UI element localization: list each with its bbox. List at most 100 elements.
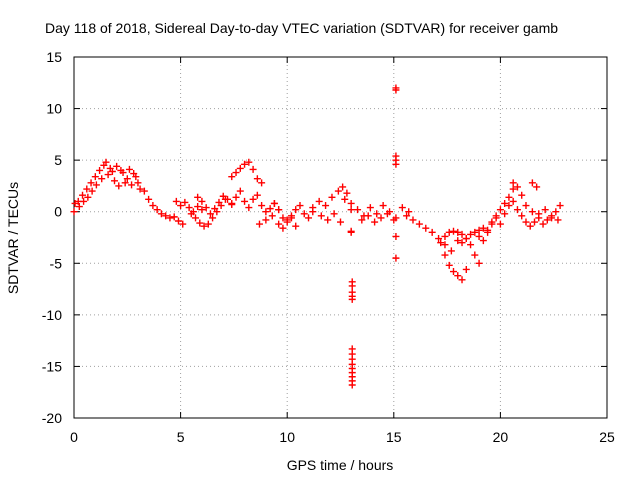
data-point xyxy=(275,206,283,214)
data-point xyxy=(130,170,138,178)
data-point xyxy=(347,206,355,214)
data-point xyxy=(496,220,504,228)
data-point xyxy=(228,173,236,181)
x-tick-label: 15 xyxy=(386,429,402,445)
data-point xyxy=(198,206,206,214)
data-point xyxy=(115,182,123,190)
y-tick-label: 5 xyxy=(54,152,62,168)
data-point xyxy=(113,162,121,170)
data-point xyxy=(392,86,400,94)
y-tick-label: 10 xyxy=(46,101,62,117)
data-point xyxy=(343,189,351,197)
data-point xyxy=(518,191,526,199)
data-point xyxy=(219,192,227,200)
data-point xyxy=(354,206,362,214)
data-point xyxy=(535,210,543,218)
data-point xyxy=(531,218,539,226)
data-point xyxy=(392,254,400,262)
data-point xyxy=(211,205,219,213)
data-point xyxy=(136,185,144,193)
data-point xyxy=(479,237,487,245)
data-point xyxy=(253,191,261,199)
data-point xyxy=(200,222,208,230)
data-point xyxy=(198,197,206,205)
data-point xyxy=(140,187,148,195)
data-point xyxy=(509,197,517,205)
data-point xyxy=(262,208,270,216)
data-point xyxy=(262,216,270,224)
data-point xyxy=(552,208,560,216)
data-point xyxy=(228,199,236,207)
data-point xyxy=(317,212,325,220)
data-point xyxy=(447,247,455,255)
plot-frame xyxy=(73,56,608,419)
data-point xyxy=(543,216,551,224)
data-point xyxy=(224,195,232,203)
data-point xyxy=(121,179,129,187)
data-point xyxy=(522,202,530,210)
data-point xyxy=(347,199,355,207)
x-tick-label: 10 xyxy=(279,429,295,445)
data-point xyxy=(88,187,96,195)
data-point xyxy=(123,175,131,183)
data-point xyxy=(287,214,295,222)
data-point xyxy=(435,235,443,243)
data-point xyxy=(449,268,457,276)
data-point xyxy=(526,222,534,230)
y-tick-label: -10 xyxy=(42,307,62,323)
x-tick-label: 20 xyxy=(493,429,509,445)
data-point xyxy=(449,227,457,235)
data-point xyxy=(454,228,462,236)
data-point xyxy=(245,158,253,166)
data-point xyxy=(279,224,287,232)
data-point xyxy=(296,202,304,210)
data-point xyxy=(111,177,119,185)
data-point xyxy=(245,204,253,212)
data-point xyxy=(371,218,379,226)
data-point xyxy=(266,205,274,213)
data-point xyxy=(194,203,202,211)
data-point xyxy=(258,202,266,210)
data-point xyxy=(415,220,423,228)
data-point xyxy=(467,230,475,238)
data-point xyxy=(458,276,466,284)
data-point xyxy=(492,214,500,222)
data-point xyxy=(322,202,330,210)
data-point xyxy=(108,167,116,175)
data-point xyxy=(102,158,110,166)
data-point xyxy=(330,210,338,218)
data-point xyxy=(309,204,317,212)
data-point xyxy=(70,208,78,216)
data-point xyxy=(383,210,391,218)
data-point xyxy=(348,381,356,389)
data-point xyxy=(92,181,100,189)
data-point xyxy=(236,164,244,172)
data-point xyxy=(292,206,300,214)
chart-title: Day 118 of 2018, Sidereal Day-to-day VTE… xyxy=(45,20,558,36)
data-point xyxy=(528,208,536,216)
data-point xyxy=(249,195,257,203)
data-point xyxy=(364,212,372,220)
data-point xyxy=(471,251,479,259)
data-point xyxy=(75,203,83,211)
y-tick-label: -20 xyxy=(42,410,62,426)
data-point xyxy=(172,197,180,205)
data-point xyxy=(379,202,387,210)
data-point xyxy=(422,224,430,232)
data-point xyxy=(315,197,323,205)
data-point xyxy=(241,197,249,205)
grid-lines xyxy=(74,57,607,418)
data-point xyxy=(377,214,385,222)
data-point xyxy=(462,235,470,243)
data-point xyxy=(84,193,92,201)
data-point xyxy=(232,193,240,201)
data-point xyxy=(462,265,470,273)
data-point xyxy=(249,165,257,173)
data-point xyxy=(125,165,133,173)
data-point xyxy=(441,251,449,259)
data-points xyxy=(70,84,564,389)
data-point xyxy=(403,212,411,220)
axis-ticks: 0 5 10 15 20 25 -20 -15 -10 -5 0 5 10 15 xyxy=(42,49,615,445)
data-point xyxy=(79,191,87,199)
